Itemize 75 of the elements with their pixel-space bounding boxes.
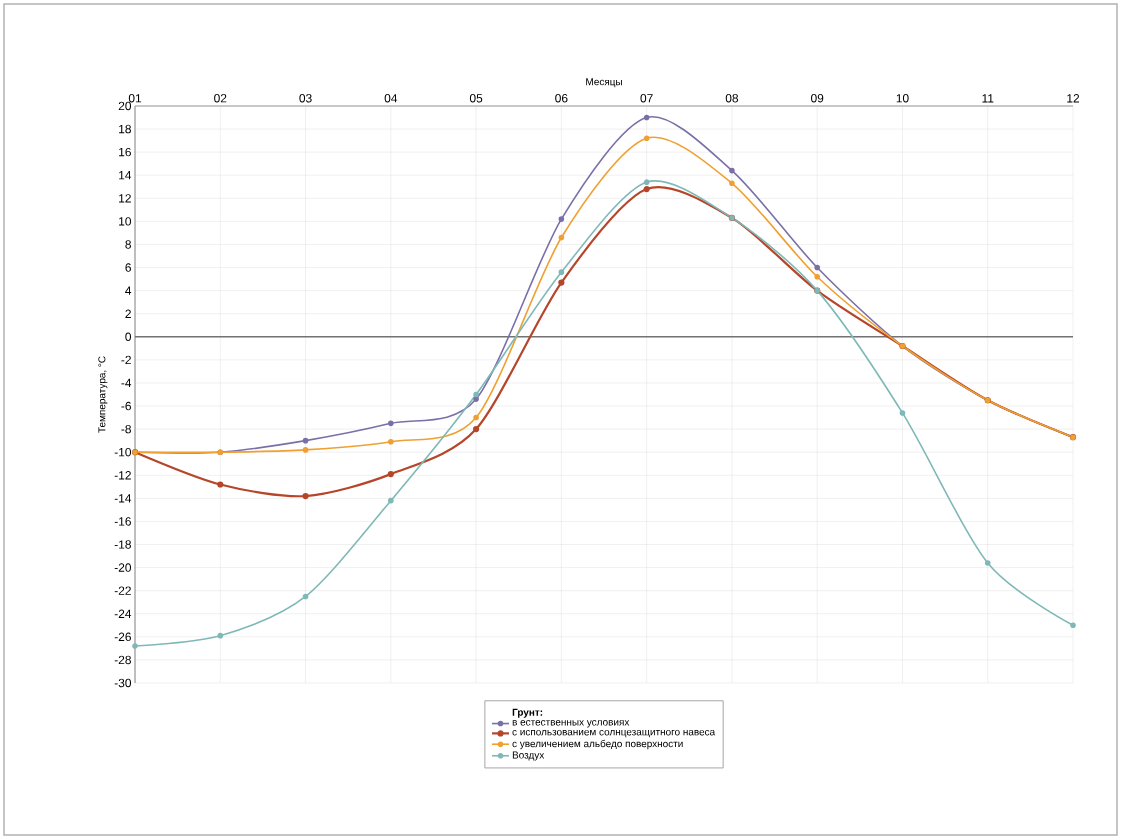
y-tick-label: -4 <box>121 378 132 388</box>
point <box>388 497 394 504</box>
x-tick-label: 05 <box>469 94 483 103</box>
y-tick-label: 10 <box>119 217 132 226</box>
point <box>302 593 309 600</box>
y-axis-title: Температура, °С <box>98 356 108 433</box>
point <box>387 471 394 478</box>
point <box>473 414 479 421</box>
x-tick-label: 01 <box>128 94 142 103</box>
y-tick-label: -6 <box>121 401 131 411</box>
y-tick-label: -14 <box>114 494 132 503</box>
legend-label: Воздух <box>512 751 545 761</box>
x-tick-label: 12 <box>1067 94 1080 103</box>
y-tick-label: -20 <box>114 563 132 572</box>
y-tick-label: 4 <box>125 286 132 295</box>
y-tick-label: -8 <box>121 424 131 434</box>
x-tick-label: 06 <box>555 94 568 103</box>
point <box>302 492 309 500</box>
point <box>729 180 735 187</box>
point <box>473 391 479 398</box>
y-tick-label: -18 <box>114 540 131 549</box>
y-tick-label: 0 <box>125 332 132 342</box>
x-tick-label: 09 <box>811 94 824 103</box>
x-tick-label: 08 <box>725 94 739 103</box>
y-tick-label: 2 <box>125 309 131 318</box>
point <box>132 643 138 649</box>
point <box>217 481 224 488</box>
point <box>643 179 650 185</box>
point <box>1070 622 1076 629</box>
y-tick-label: -30 <box>114 678 132 688</box>
point <box>814 273 820 280</box>
point <box>643 135 650 142</box>
point <box>302 447 309 453</box>
point <box>217 632 224 639</box>
y-tick-label: 6 <box>125 263 131 272</box>
y-tick-label: 20 <box>118 101 132 111</box>
x-tick-label: 03 <box>299 94 312 103</box>
x-tick-label: 07 <box>640 94 653 103</box>
point <box>814 264 820 271</box>
y-tick-label: -16 <box>114 517 131 526</box>
y-tick-label: 8 <box>125 240 131 249</box>
point <box>729 167 735 174</box>
point <box>302 437 309 444</box>
point <box>899 410 906 416</box>
x-tick-label: 10 <box>896 94 909 103</box>
legend-label: в естественных условиях <box>512 720 630 728</box>
x-tick-label: 02 <box>214 94 227 103</box>
legend-title: Грунт: <box>512 708 543 718</box>
y-tick-label: -10 <box>114 447 132 457</box>
point <box>558 279 565 286</box>
y-tick-label: -28 <box>114 655 131 665</box>
y-tick-label: -26 <box>114 632 131 642</box>
y-tick-label: -24 <box>114 609 132 618</box>
point <box>388 439 394 445</box>
x-axis-title: Месяцы <box>586 78 622 88</box>
y-tick-label: 16 <box>119 147 131 157</box>
x-tick-label: 11 <box>982 94 994 103</box>
point <box>984 560 991 566</box>
point <box>558 216 565 222</box>
y-tick-label: 14 <box>119 171 132 180</box>
point <box>558 269 565 275</box>
y-tick-label: -2 <box>121 355 131 365</box>
x-tick-label: 04 <box>384 94 398 103</box>
y-tick-label: -22 <box>114 586 131 595</box>
y-tick-label: 18 <box>119 124 131 134</box>
legend-label: с увеличением альбедо поверхности <box>512 739 683 750</box>
y-tick-label: -12 <box>114 471 131 480</box>
point <box>473 426 480 433</box>
point <box>558 234 565 241</box>
point <box>643 114 650 121</box>
point <box>473 396 479 402</box>
y-tick-label: 12 <box>119 194 131 203</box>
legend-label: с использованием солнцезащитного навеса <box>512 729 716 738</box>
point <box>643 185 650 193</box>
point <box>388 420 394 427</box>
